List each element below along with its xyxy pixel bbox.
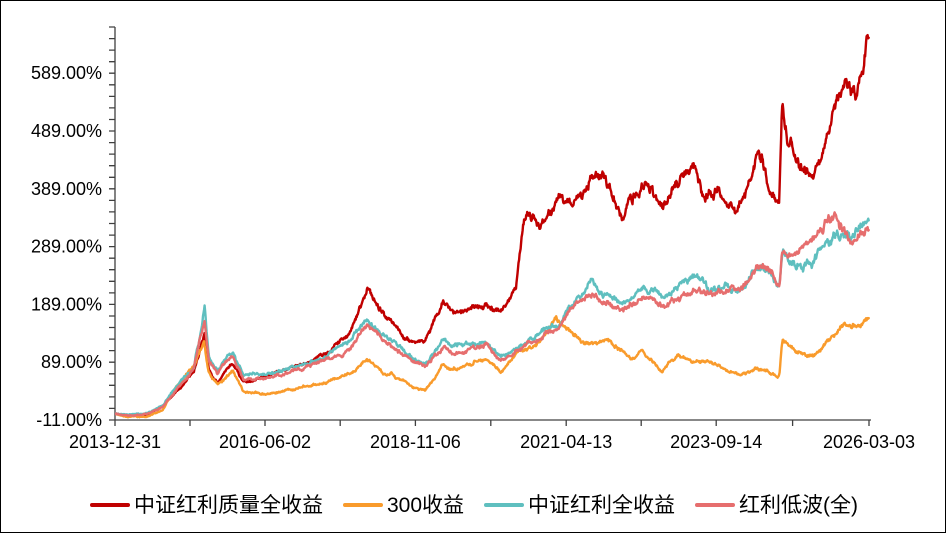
tick-labels: 589.00% 489.00% 389.00% 289.00% 189.00% 89.00… [31,63,915,452]
series-line-中证红利质量全收益 [115,33,870,418]
legend-label: 红利低波(全) [739,493,859,517]
legend-swatch-icon [89,503,130,507]
axes [109,26,871,426]
x-axis-label: 2018-11-06 [370,432,461,452]
chart-canvas: 589.00% 489.00% 389.00% 289.00% 189.00% 89.00… [31,26,915,452]
legend-item-红利低波(全): 红利低波(全) [695,495,858,516]
legend-label: 中证红利质量全收益 [133,493,323,517]
y-axis-label: -11.00% [36,410,102,430]
x-axis-label: 2026-03-03 [823,432,915,452]
legend-label: 中证红利全收益 [528,493,676,517]
legend-item-中证红利全收益: 中证红利全收益 [484,495,675,516]
series-line-红利低波(全) [115,211,870,417]
y-axis-label: 289.00% [31,237,102,257]
legend-swatch-icon [484,503,525,507]
legend-item-300收益: 300收益 [342,493,465,517]
y-axis-label: 589.00% [31,63,102,83]
y-axis-label: 189.00% [31,294,102,314]
series-line-300收益 [115,315,870,419]
legend-swatch-icon [342,503,383,507]
x-axis-label: 2021-04-13 [520,432,612,452]
axis-lines-and-ticks [109,26,871,426]
series-lines [115,33,870,419]
x-axis-label: 2016-06-02 [219,432,311,452]
legend-label: 300收益 [386,493,465,517]
y-axis-label: 89.00% [41,352,102,372]
legend-swatch-icon [695,503,736,507]
y-axis-label: 389.00% [31,179,102,199]
x-axis-label: 2023-09-14 [670,432,762,452]
y-axis-label: 489.00% [31,121,102,141]
series-line-中证红利全收益 [115,217,870,416]
legend-item-中证红利质量全收益: 中证红利质量全收益 [89,493,323,517]
chart-legend: 中证红利质量全收益 300收益 中证红利全收益 红利低波(全) [1,488,945,522]
x-axis-label: 2013-12-31 [69,432,161,452]
